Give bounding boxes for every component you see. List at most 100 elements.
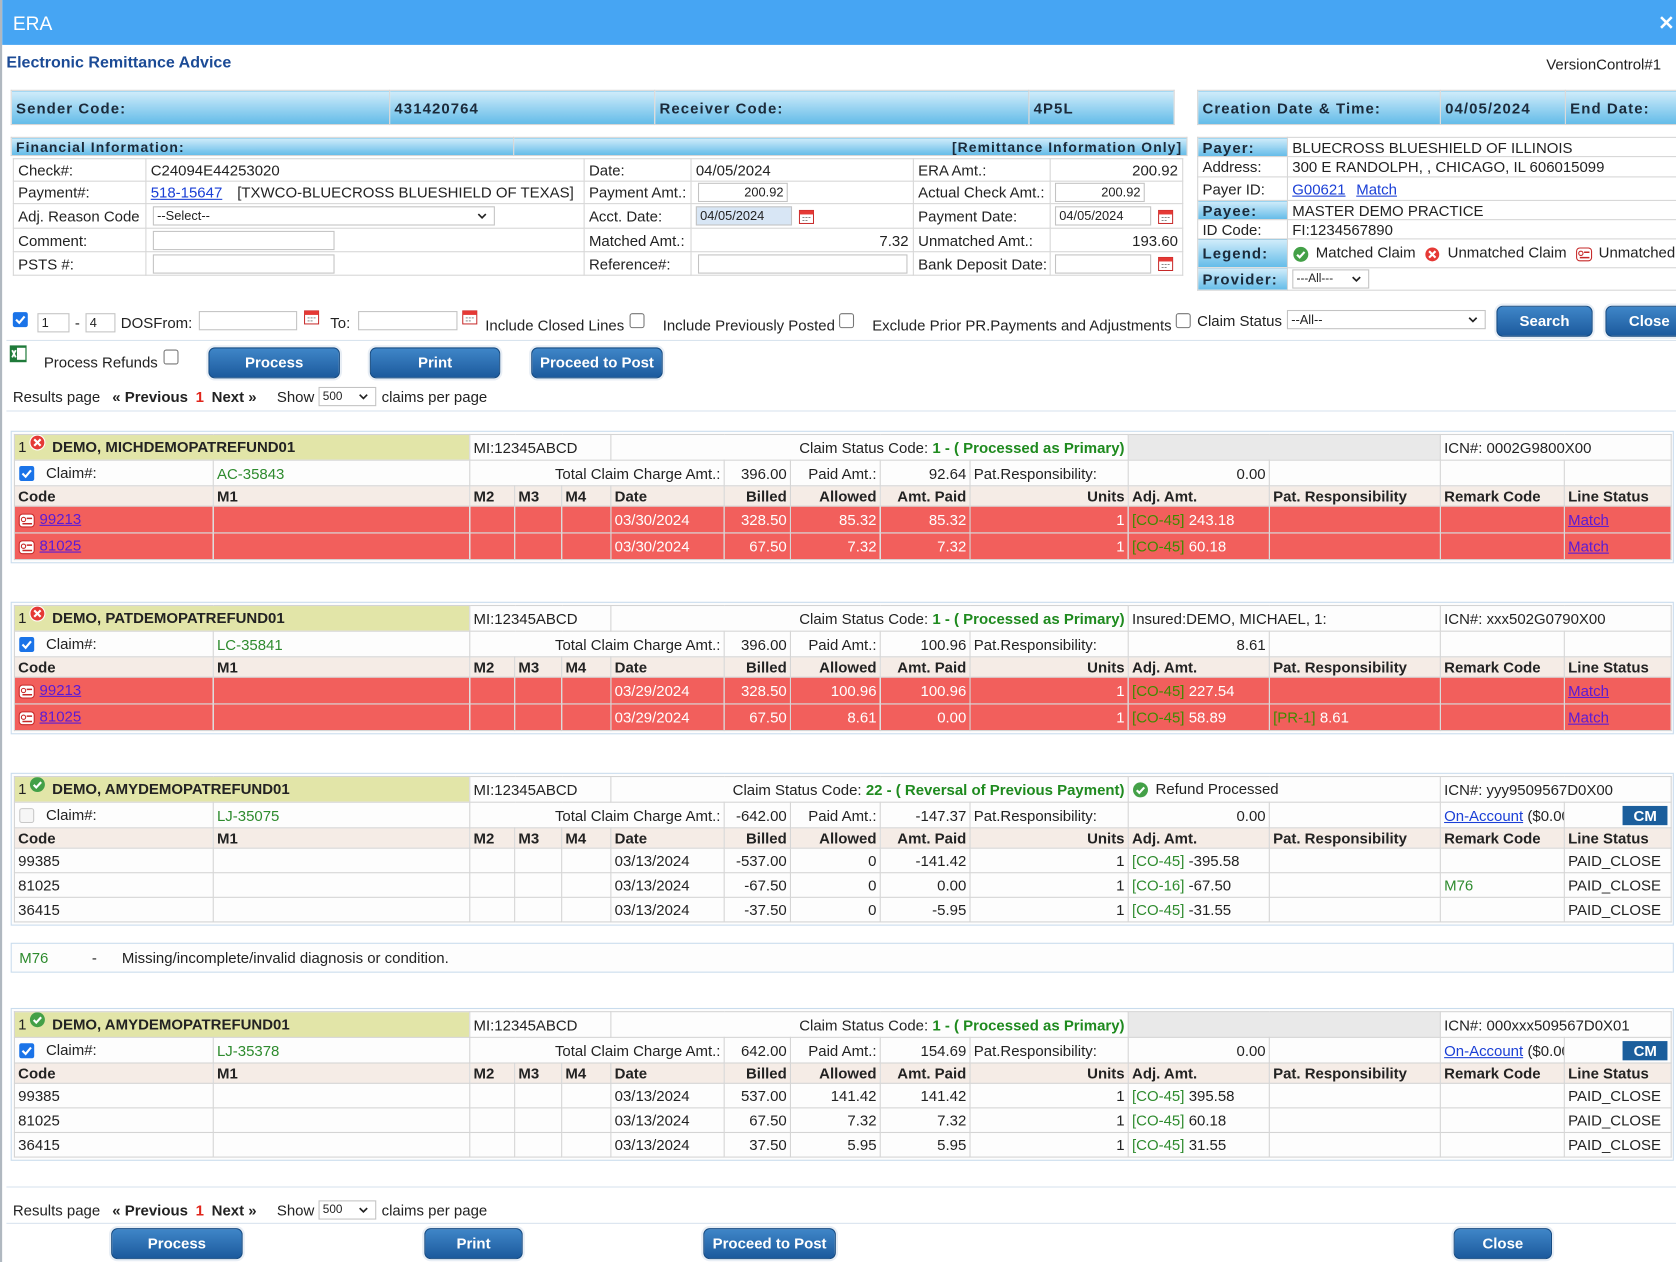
- button[interactable]: Proceed to Post: [703, 1228, 836, 1260]
- tcc-value: -642.00: [735, 806, 787, 824]
- on-account-link[interactable]: On-Account: [1444, 1041, 1524, 1059]
- payment-link[interactable]: 518-15647: [150, 183, 223, 201]
- select[interactable]: --Select--: [152, 206, 495, 226]
- button[interactable]: Print: [369, 347, 501, 379]
- on-account-link[interactable]: On-Account: [1444, 806, 1524, 824]
- pat-label: Pat.Responsibility:: [973, 806, 1097, 824]
- select[interactable]: --All--: [1286, 309, 1486, 330]
- icon-part: [1468, 317, 1478, 323]
- cell: Date: [610, 656, 725, 678]
- line-status-link[interactable]: Match: [1568, 708, 1609, 726]
- button-label: Search: [1519, 312, 1570, 330]
- cell: [CO-45] 31.55: [1127, 1131, 1270, 1158]
- row: Provider: ---All---: [1197, 267, 1676, 291]
- input[interactable]: 200.92: [697, 182, 788, 203]
- cell: 1: [969, 505, 1129, 534]
- close-icon[interactable]: [1658, 14, 1675, 31]
- input[interactable]: [358, 311, 458, 331]
- match-link[interactable]: Match: [1356, 180, 1397, 198]
- cm-badge[interactable]: CM: [1622, 1040, 1668, 1060]
- input[interactable]: [152, 254, 335, 274]
- column-header: Remark Code: [1444, 1064, 1541, 1082]
- input[interactable]: [697, 254, 908, 274]
- select[interactable]: 500: [318, 1200, 377, 1220]
- cell: 03/13/2024: [610, 1131, 725, 1158]
- icon-part: [477, 213, 487, 220]
- cell: M2: [469, 1062, 516, 1084]
- cell: Pat.Responsibility:: [969, 801, 1129, 829]
- off-icon[interactable]: [629, 312, 646, 329]
- icon-part: [22, 715, 33, 722]
- input[interactable]: 04/05/2024: [695, 206, 793, 226]
- code-link[interactable]: 81025: [39, 536, 82, 555]
- off-icon[interactable]: [162, 348, 179, 365]
- column-header: M4: [565, 658, 587, 676]
- input[interactable]: 4: [85, 313, 116, 333]
- cm-badge[interactable]: CM: [1622, 805, 1668, 825]
- adj-code: [CO-45]: [1132, 537, 1185, 555]
- claim-status: 1 - ( Processed as Primary): [932, 438, 1125, 456]
- dis-icon[interactable]: [18, 807, 35, 824]
- cell: Adj. Amt.: [1127, 1062, 1270, 1084]
- button[interactable]: Close: [1453, 1228, 1553, 1260]
- button[interactable]: Print: [424, 1228, 523, 1260]
- cell: 03/13/2024: [610, 896, 725, 923]
- row: 1 DEMO, PATDEMOPATREFUND01 MI:12345ABCD Cla…: [13, 604, 1672, 632]
- xl-icon[interactable]: [9, 344, 28, 363]
- input[interactable]: [198, 311, 298, 331]
- cell: ID Code:: [1197, 219, 1288, 240]
- code-link[interactable]: 99213: [39, 681, 82, 699]
- text: Adj. Reason Code: [18, 207, 140, 225]
- cell: Remark Code: [1439, 827, 1565, 849]
- input[interactable]: 200.92: [1054, 182, 1145, 203]
- input[interactable]: 04/05/2024: [1054, 206, 1152, 226]
- button[interactable]: Close: [1605, 305, 1676, 337]
- cell: Units: [969, 656, 1129, 678]
- next-link[interactable]: Next »: [211, 1201, 257, 1219]
- button[interactable]: Search: [1496, 305, 1593, 337]
- cal-icon[interactable]: [798, 208, 814, 224]
- on-icon[interactable]: [18, 636, 35, 653]
- next-link[interactable]: Next »: [211, 388, 257, 406]
- cell: Adj. Amt.: [1127, 656, 1270, 678]
- button[interactable]: Process: [208, 347, 340, 379]
- cell: Units: [969, 485, 1129, 507]
- code-link[interactable]: 99213: [39, 510, 82, 528]
- line-status-link[interactable]: Match: [1568, 681, 1609, 700]
- input[interactable]: [1054, 254, 1152, 274]
- prev-link[interactable]: « Previous: [112, 388, 188, 406]
- icon-part: [29, 1012, 45, 1028]
- cal-icon[interactable]: [304, 309, 320, 325]
- on-icon[interactable]: [18, 1042, 35, 1059]
- select[interactable]: 500: [318, 386, 377, 407]
- adj-code: [CO-45]: [1132, 1136, 1185, 1154]
- prev-link[interactable]: « Previous: [112, 1201, 188, 1219]
- button-label: Proceed to Post: [712, 1234, 827, 1252]
- cal-icon[interactable]: [1158, 208, 1174, 224]
- tcc-label: Total Claim Charge Amt.:: [554, 806, 721, 824]
- button[interactable]: Proceed to Post: [531, 347, 663, 379]
- on-icon[interactable]: [12, 311, 29, 328]
- input[interactable]: 1: [37, 313, 70, 333]
- cell: [1049, 251, 1184, 276]
- line-status-link[interactable]: Match: [1568, 537, 1609, 555]
- cell: [561, 1082, 612, 1109]
- text: 7.32: [879, 231, 909, 249]
- select[interactable]: ---All---: [1292, 269, 1370, 289]
- payer-id-link[interactable]: G00621: [1292, 180, 1346, 198]
- line-status-link[interactable]: Match: [1568, 510, 1609, 529]
- code-link[interactable]: 81025: [39, 707, 82, 726]
- on-icon[interactable]: [18, 465, 35, 482]
- input[interactable]: [152, 230, 335, 250]
- text: Legend:: [1202, 244, 1269, 262]
- button[interactable]: Process: [111, 1228, 243, 1260]
- column-header: M1: [216, 487, 238, 505]
- cal-icon[interactable]: [1158, 256, 1174, 272]
- cell: [1439, 532, 1565, 561]
- cell: [1127, 1011, 1441, 1038]
- off-icon[interactable]: [1175, 312, 1192, 329]
- code: 36415: [18, 901, 60, 919]
- off-icon[interactable]: [838, 312, 855, 329]
- claim-label: Claim#:: [45, 1040, 97, 1059]
- cal-icon[interactable]: [462, 309, 478, 325]
